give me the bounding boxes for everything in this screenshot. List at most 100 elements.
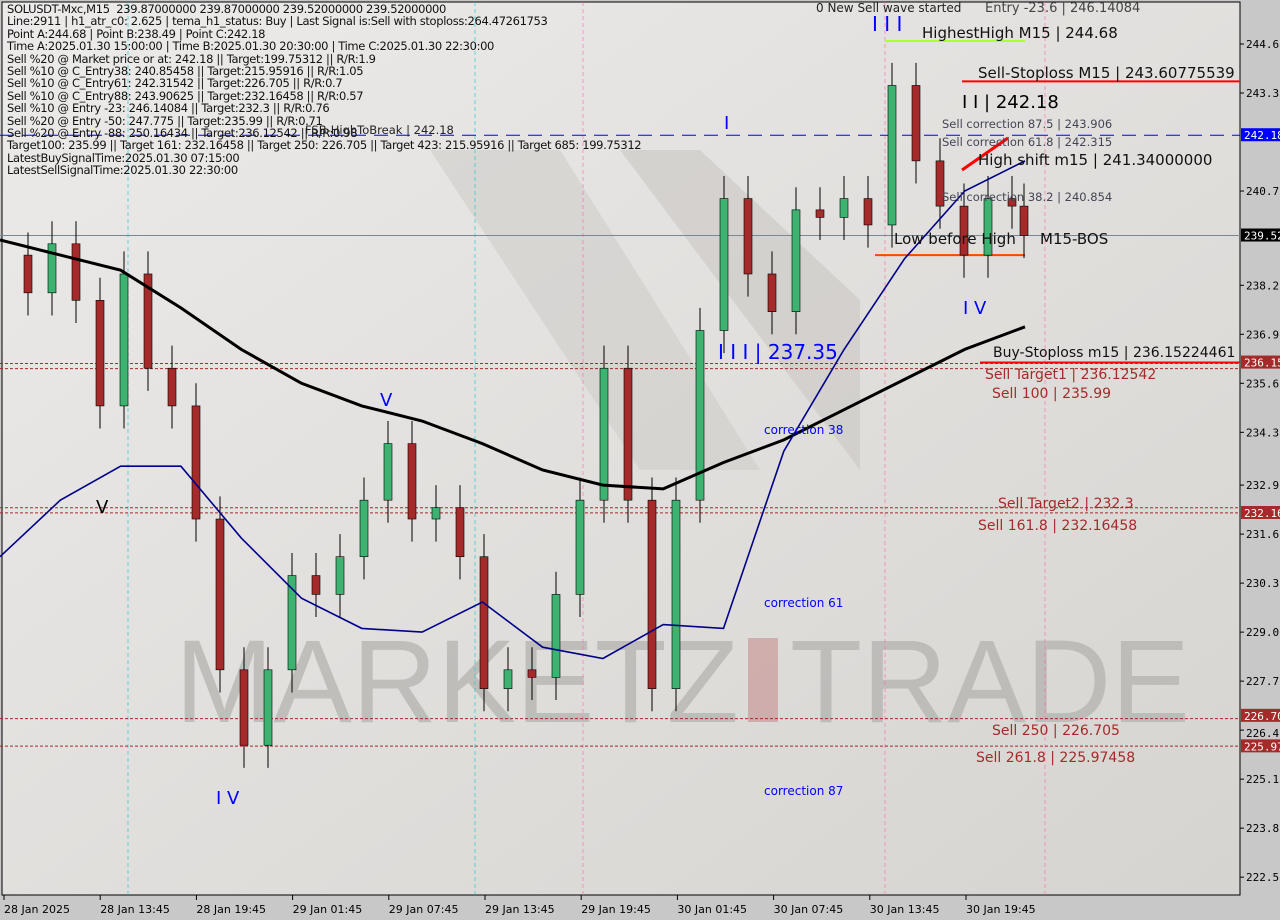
price-tag-label: 242.18 — [1244, 129, 1280, 142]
entry-label: Entry -23.6 | 246.14084 — [985, 1, 1141, 16]
candle-body — [455, 507, 465, 558]
svg-text:TRADE: TRADE — [790, 616, 1190, 748]
candle-body — [743, 198, 753, 275]
time-axis[interactable]: 28 Jan 2025 28 Jan 13:45 28 Jan 19:45 29 Ja… — [3, 895, 1036, 916]
x-tick-label: 29 Jan 13:45 — [485, 903, 555, 916]
fast-ma-line — [0, 160, 1026, 660]
info-line: Time A:2025.01.30 15:00:00 | Time B:2025… — [7, 39, 495, 54]
new-wave-label: 0 New Sell wave started — [816, 1, 962, 15]
candle-body — [143, 273, 153, 369]
y-tick-label: 226.4 — [1246, 727, 1279, 740]
candle-body — [95, 300, 105, 407]
x-tick-label: 29 Jan 07:45 — [389, 903, 459, 916]
watermark-logo: MARKETZ TRADE — [175, 150, 1190, 748]
info-line: Line:2911 | h1_atr_c0: 2.625 | tema_h1_s… — [7, 14, 548, 29]
sell-correction-875-label: Sell correction 87.5 | 243.906 — [942, 117, 1113, 131]
y-tick-label: 223.8 — [1246, 822, 1279, 835]
candle-body — [791, 209, 801, 312]
x-tick-label: 30 Jan 01:45 — [677, 903, 747, 916]
candle-body — [599, 367, 609, 501]
sell-correction-382-label: Sell correction 38.2 | 240.854 — [942, 190, 1113, 204]
wave-i-label: I — [724, 113, 730, 134]
wave-ii-label: I I | 242.18 — [962, 92, 1059, 113]
candle-body — [287, 575, 297, 671]
candle-body — [191, 405, 201, 520]
y-tick-label: 243.3 — [1246, 87, 1279, 100]
info-line: Point A:244.68 | Point B:238.49 | Point … — [7, 26, 266, 41]
candle-body — [863, 198, 873, 226]
x-tick-label: 28 Jan 13:45 — [100, 903, 170, 916]
moving-averages — [0, 160, 1026, 660]
high-shift-line — [961, 136, 1009, 172]
price-tag — [1241, 228, 1280, 242]
price-tag-label: 226.70 — [1244, 710, 1280, 723]
y-tick-label: 235.6 — [1246, 377, 1279, 390]
wave-v-left-label: V — [96, 497, 109, 518]
y-tick-label: 244.6 — [1246, 38, 1279, 51]
info-line: Sell %10 @ C_Entry38: 240.85458 || Targe… — [7, 64, 364, 79]
candle-body — [575, 499, 585, 595]
candle-body — [839, 198, 849, 218]
candle-body — [959, 205, 969, 256]
info-line: Sell %20 @ Entry -50: 247.775 || Target:… — [7, 113, 323, 128]
y-tick-label: 238.2 — [1246, 279, 1279, 292]
candle-body — [767, 273, 777, 312]
sell-target1-label: Sell Target1 | 236.12542 — [985, 367, 1157, 383]
candle-body — [23, 254, 33, 294]
candle-body — [263, 669, 273, 746]
correction-87-label: correction 87 — [764, 784, 844, 798]
price-tag-label: 239.52 — [1244, 230, 1280, 243]
y-tick-label: 230.3 — [1246, 577, 1279, 590]
sell-stoploss-label: Sell-Stoploss M15 | 243.60775539 — [978, 64, 1235, 82]
price-tag — [1241, 355, 1280, 369]
price-axis[interactable]: 244.6 243.3 240.7 238.2 236.9 235.6 234.3 232.9… — [1240, 38, 1280, 884]
price-tag — [1241, 739, 1280, 753]
candle-body — [719, 198, 729, 331]
candle-body — [359, 499, 369, 558]
fsb-label: FSB-HighToBreak | 242.18 — [305, 123, 454, 137]
x-tick-label: 30 Jan 13:45 — [870, 903, 940, 916]
price-tag — [1241, 708, 1280, 722]
low-before-high-label: Low before High — [894, 230, 1016, 248]
candle-body — [407, 443, 417, 520]
y-tick-label: 222.5 — [1246, 871, 1279, 884]
wave-iv-left-label: I V — [216, 788, 240, 809]
candle-body — [527, 669, 537, 678]
wave-v-mid-label: V — [380, 390, 393, 411]
y-tick-label: 236.9 — [1246, 328, 1279, 341]
y-tick-label: 234.3 — [1246, 426, 1279, 439]
info-panel: SOLUSDT-Mxc,M15 239.87000000 239.8700000… — [7, 2, 642, 178]
candles — [23, 62, 1029, 768]
candle-body — [503, 669, 513, 689]
info-line: Sell %10 @ C_Entry88: 243.90625 || Targe… — [7, 88, 364, 103]
price-tag — [1241, 128, 1280, 142]
x-tick-label: 29 Jan 01:45 — [293, 903, 363, 916]
info-line: Target100: 235.99 || Target 161: 232.164… — [7, 138, 642, 153]
candle-body — [431, 507, 441, 520]
candle-body — [71, 243, 81, 301]
candle-body — [335, 556, 345, 595]
x-tick-label: 29 Jan 19:45 — [581, 903, 651, 916]
x-tick-label: 30 Jan 19:45 — [966, 903, 1036, 916]
candle-body — [479, 556, 489, 689]
correction-61-label: correction 61 — [764, 596, 844, 610]
price-tag — [1241, 505, 1280, 519]
candle-body — [239, 669, 249, 746]
candle-body — [623, 367, 633, 501]
price-tag-label: 225.97 — [1244, 740, 1280, 753]
correction-38-label: correction 38 — [764, 423, 844, 437]
candle-body — [983, 198, 993, 256]
candle-body — [671, 499, 681, 689]
info-line: Sell %10 @ Entry -23: 246.14084 || Targe… — [7, 101, 330, 116]
y-tick-label: 231.6 — [1246, 528, 1279, 541]
sell-100-label: Sell 100 | 235.99 — [992, 386, 1112, 402]
price-tag-label: 232.16 — [1244, 507, 1280, 520]
y-tick-label: 227.7 — [1246, 675, 1279, 688]
candle-body — [647, 499, 657, 689]
info-line: Sell %20 @ Entry -88: 250.16434 || Targe… — [7, 126, 358, 141]
x-tick-label: 28 Jan 19:45 — [196, 903, 266, 916]
symbol-line: SOLUSDT-Mxc,M15 239.87000000 239.8700000… — [7, 2, 446, 16]
info-line: LatestSellSignalTime:2025.01.30 22:30:00 — [7, 163, 238, 178]
